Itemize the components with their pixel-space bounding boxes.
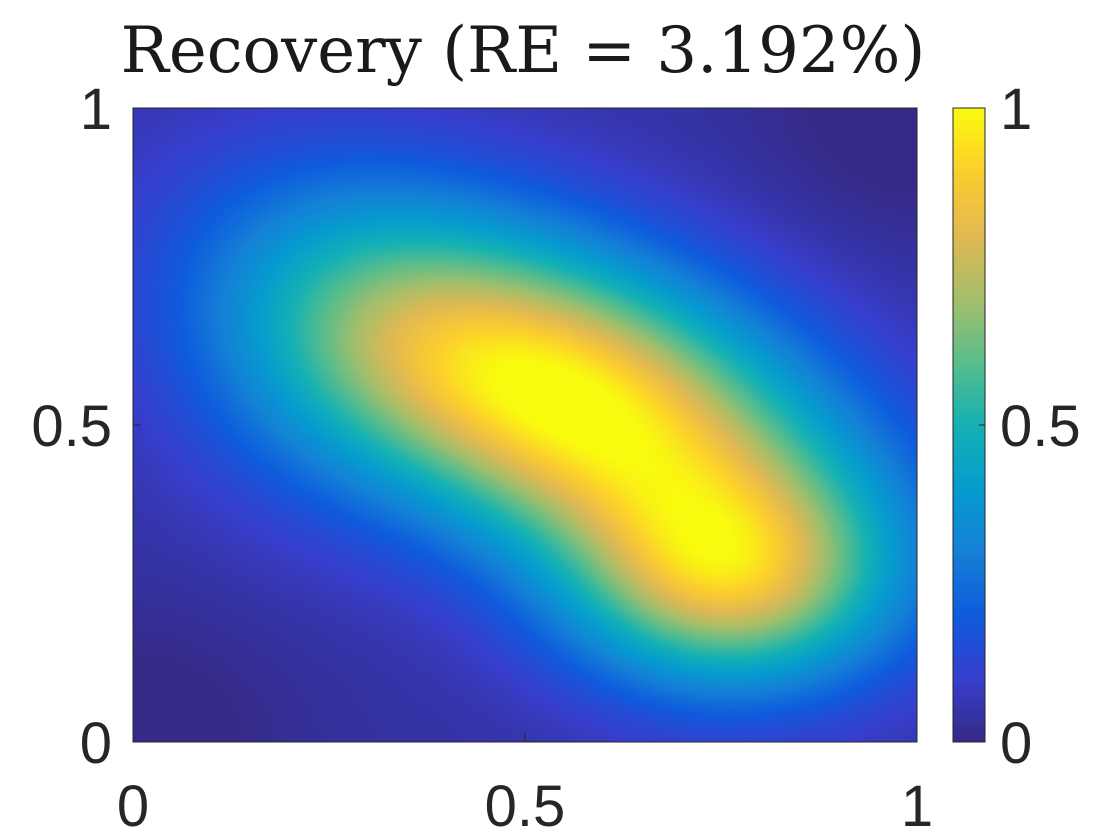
colorbar: 00.51 — [952, 77, 1081, 776]
y-tick-label: 0.5 — [31, 394, 112, 459]
heatmap-plot-area — [132, 107, 918, 743]
chart-title: Recovery (RE = 3.192%) — [121, 14, 926, 88]
colorbar-tick-label: 1 — [1000, 77, 1032, 142]
x-tick-label: 0.5 — [485, 774, 566, 839]
colorbar-tick-label: 0.5 — [1000, 394, 1081, 459]
y-axis-ticks: 00.51 — [31, 77, 141, 776]
colorbar-tick-label: 0 — [1000, 711, 1032, 776]
heatmap-image — [133, 108, 917, 742]
y-tick-label: 0 — [80, 711, 112, 776]
colorbar-ticks: 00.51 — [979, 77, 1081, 776]
x-tick-label: 0 — [117, 774, 149, 839]
y-tick-label: 1 — [80, 77, 112, 142]
x-tick-label: 1 — [901, 774, 933, 839]
x-axis-ticks: 0 0.5 1 — [117, 734, 933, 839]
